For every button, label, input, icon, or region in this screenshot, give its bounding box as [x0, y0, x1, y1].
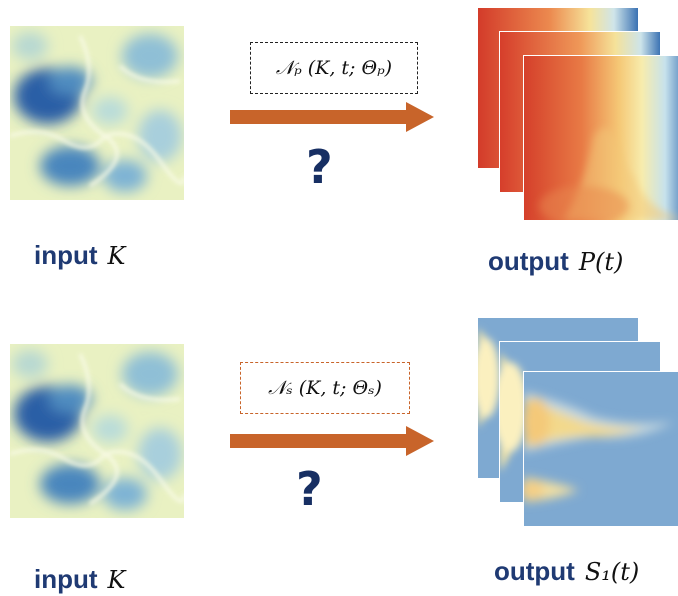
operator-label-1: 𝒩ₚ (K, t; Θₚ) — [275, 57, 393, 79]
question-mark-1: ? — [306, 140, 333, 194]
output-label-1: output P(t) — [488, 246, 623, 277]
input-permeability-field-1 — [10, 26, 184, 200]
output-var-2: S₁(t) — [584, 558, 640, 586]
input-word-1: input — [34, 240, 98, 270]
saturation-field-card-front — [524, 372, 678, 526]
input-permeability-field-2 — [10, 344, 184, 518]
operator-label-2: 𝒩ₛ (K, t; Θₛ) — [268, 377, 382, 399]
input-var-1: K — [107, 242, 126, 270]
question-mark-2: ? — [296, 462, 323, 516]
input-label-2: input K — [34, 564, 125, 595]
input-var-2: K — [107, 566, 126, 594]
arrow-right-icon-1 — [230, 102, 434, 132]
output-word-2: output — [494, 556, 575, 586]
input-word-2: input — [34, 564, 98, 594]
operator-box-1: 𝒩ₚ (K, t; Θₚ) — [250, 42, 418, 94]
input-label-1: input K — [34, 240, 125, 271]
output-var-1: P(t) — [578, 248, 624, 276]
arrow-right-icon-2 — [230, 426, 434, 456]
operator-box-2: 𝒩ₛ (K, t; Θₛ) — [240, 362, 410, 414]
output-label-2: output S₁(t) — [494, 556, 639, 587]
pressure-field-card-front — [524, 56, 678, 220]
output-word-1: output — [488, 246, 569, 276]
